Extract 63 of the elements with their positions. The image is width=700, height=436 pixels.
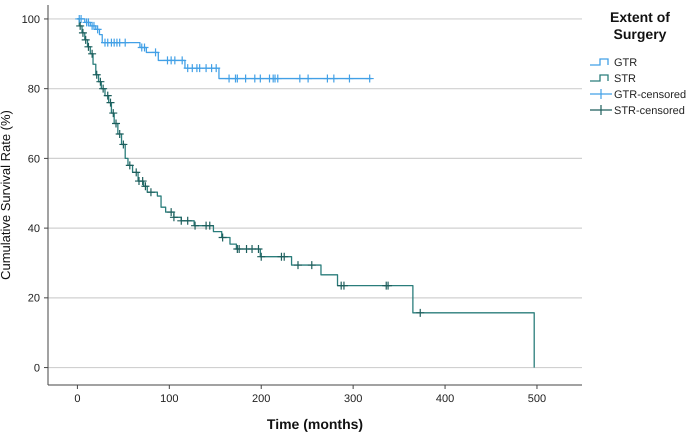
point — [218, 232, 228, 242]
point — [106, 98, 116, 108]
x-tick-label: 500 — [528, 393, 546, 405]
point — [383, 281, 393, 290]
point — [280, 252, 289, 262]
point — [365, 74, 374, 84]
point — [115, 129, 124, 139]
legend-label: STR-censored — [614, 104, 685, 117]
point — [322, 74, 332, 84]
point — [132, 168, 141, 177]
x-tick-label: 0 — [74, 393, 80, 405]
point — [304, 74, 313, 84]
point — [256, 74, 265, 84]
point — [224, 74, 234, 84]
x-tick-label: 300 — [344, 393, 362, 405]
y-tick-label: 20 — [28, 292, 40, 305]
point — [344, 74, 354, 84]
point — [190, 221, 200, 230]
point — [183, 216, 192, 226]
point — [254, 244, 264, 254]
point — [241, 74, 250, 84]
point — [118, 140, 128, 150]
y-tick-label: 0 — [34, 362, 40, 374]
x-axis-title: Time (months) — [266, 416, 364, 432]
y-tick-label: 40 — [28, 222, 40, 235]
legend-label: STR — [614, 72, 636, 85]
y-axis-title: Cumulative Survival Rate (%) — [0, 110, 13, 280]
point — [234, 244, 244, 254]
y-tick-label: 100 — [22, 14, 40, 26]
point — [120, 38, 130, 48]
legend-label: GTR — [614, 56, 638, 69]
x-tick-label: 200 — [252, 393, 270, 405]
point — [295, 74, 304, 84]
point — [178, 56, 187, 66]
point — [195, 63, 204, 73]
point — [212, 63, 221, 73]
x-tick-label: 400 — [436, 393, 454, 405]
point — [329, 74, 338, 84]
point — [382, 281, 391, 290]
point — [339, 281, 349, 290]
legend-title: Extent of Surgery — [610, 9, 670, 42]
point — [125, 160, 134, 170]
x-tick-label: 100 — [160, 393, 178, 405]
point — [140, 42, 150, 52]
point — [293, 260, 303, 270]
point — [170, 56, 180, 66]
legend-label: GTR-censored — [614, 88, 686, 101]
y-tick-label: 60 — [28, 153, 40, 166]
point — [108, 108, 118, 118]
point — [76, 21, 85, 31]
point — [256, 252, 266, 262]
point — [247, 244, 257, 254]
point — [176, 216, 186, 226]
point — [78, 28, 88, 38]
point — [273, 74, 282, 84]
point — [232, 244, 242, 254]
point — [307, 260, 316, 270]
point — [416, 308, 425, 318]
point — [81, 35, 90, 44]
point — [111, 118, 121, 128]
y-tick-label: 80 — [28, 84, 40, 96]
point — [250, 74, 260, 84]
point — [150, 48, 160, 58]
